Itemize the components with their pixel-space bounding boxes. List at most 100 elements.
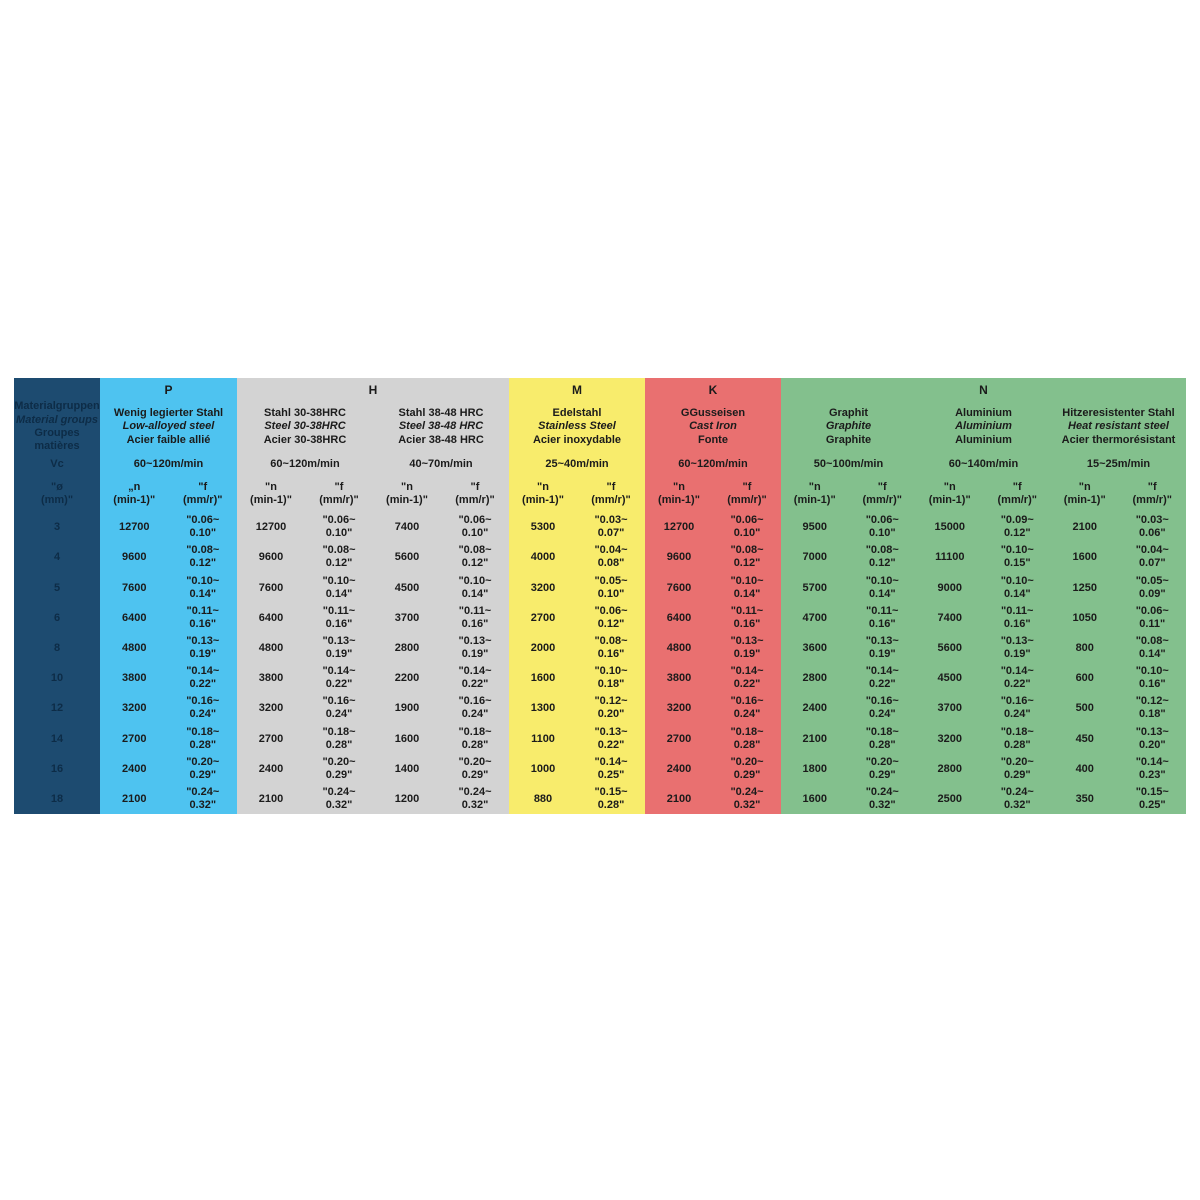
material-name-line: Wenig legierter Stahl: [113, 406, 224, 419]
feed-range-value: "0.10~ 0.15": [1000, 544, 1034, 570]
material-name-line: Steel 30-38HRC: [264, 420, 346, 433]
data-row: 2500 "0.24~ 0.32": [916, 784, 1051, 814]
material-name: Graphit Graphite Graphite: [781, 402, 916, 452]
nf-header: "n (min-1)" "f (mm/r)": [916, 476, 1051, 512]
feed-range-value: "0.14~ 0.22": [186, 665, 220, 691]
material-name-line: Hitzeresistenter Stahl: [1062, 406, 1175, 419]
spindle-speed-value: 7400: [937, 611, 962, 624]
diameter-row: 8: [14, 633, 100, 663]
material-name-line: Graphite: [825, 420, 872, 433]
feed-range-value: "0.12~ 0.20": [594, 695, 628, 721]
data-row: 1900 "0.16~ 0.24": [373, 693, 509, 723]
spindle-speed-value: 2100: [666, 792, 692, 805]
data-row: 4500 "0.14~ 0.22": [916, 663, 1051, 693]
material-name-line: Steel 38-48 HRC: [398, 420, 484, 433]
data-row: 5700 "0.10~ 0.14": [781, 572, 916, 602]
feed-range-value: "0.13~ 0.22": [594, 725, 628, 751]
feed-range-value: "0.09~ 0.12": [1000, 514, 1034, 540]
spindle-speed-value: 350: [1075, 792, 1094, 805]
feed-range-value: "0.10~ 0.14": [322, 574, 356, 600]
cutting-table: Materialgruppen Material groups Groupes ma…: [14, 378, 1186, 814]
cutting-speed: 60~120m/min: [270, 458, 340, 470]
data-row: 6400 "0.11~ 0.16": [645, 603, 781, 633]
data-rows: 12700 "0.06~ 0.10" 9600 "0.08~ 0.12" 7600 "0.…: [100, 512, 237, 814]
feed-range-value: "0.16~ 0.24": [322, 695, 356, 721]
cutting-speed: 60~120m/min: [678, 458, 748, 470]
data-row: 7600 "0.10~ 0.14": [237, 572, 373, 602]
group-columns: GGusseisen Cast Iron Fonte 60~120m/min "n (m…: [645, 402, 781, 814]
feed-range-value: "0.20~ 0.29": [730, 755, 764, 781]
data-row: 3800 "0.14~ 0.22": [100, 663, 237, 693]
feed-range-value: "0.13~ 0.19": [1000, 634, 1034, 660]
spindle-speed-value: 3200: [937, 732, 962, 745]
group-columns: Stahl 30-38HRC Steel 30-38HRC Acier 30-38H…: [237, 402, 509, 814]
feed-range-value: "0.20~ 0.29": [322, 755, 356, 781]
diameter-value: 10: [50, 672, 64, 685]
title-line: Groupes matières: [34, 427, 80, 453]
feed-range-value: "0.24~ 0.32": [865, 785, 899, 811]
spindle-speed-value: 3600: [802, 641, 827, 654]
data-row: 5300 "0.03~ 0.07": [509, 512, 645, 542]
data-row: 4000 "0.04~ 0.08": [509, 542, 645, 572]
spindle-speed-value: 2000: [530, 641, 556, 654]
spindle-speed-value: 15000: [934, 521, 966, 534]
spindle-speed-value: 600: [1075, 672, 1094, 685]
spindle-speed-value: 1600: [530, 672, 556, 685]
diameter-row: 12: [14, 693, 100, 723]
material-name-line: Fonte: [698, 433, 728, 446]
data-row: 2700 "0.06~ 0.12": [509, 603, 645, 633]
spindle-speed-value: 6400: [258, 611, 284, 624]
spindle-speed-value: 5600: [394, 551, 420, 564]
data-row: 3700 "0.11~ 0.16": [373, 603, 509, 633]
spindle-speed-value: 1000: [530, 762, 556, 775]
spindle-speed-value: 3800: [666, 672, 692, 685]
feed-range-value: "0.11~ 0.16": [730, 604, 764, 630]
data-row: 2700 "0.18~ 0.28": [645, 723, 781, 753]
spindle-speed-value: 1600: [394, 732, 420, 745]
feed-range-value: "0.14~ 0.22": [865, 665, 899, 691]
material-name-line: Acier thermorésistant: [1061, 433, 1176, 446]
material-group-m: M Edelstahl Stainless Steel Acier inoxydabl…: [509, 378, 645, 814]
data-row: 4700 "0.11~ 0.16": [781, 603, 916, 633]
feed-range-value: "0.10~ 0.14": [1000, 574, 1034, 600]
spindle-speed-value: 3800: [122, 672, 147, 685]
data-row: 6400 "0.11~ 0.16": [100, 603, 237, 633]
spindle-speed-value: 1600: [802, 792, 827, 805]
data-row: 12700 "0.06~ 0.10": [645, 512, 781, 542]
material-group-h: H Stahl 30-38HRC Steel 30-38HRC Acier 30-38…: [237, 378, 509, 814]
feed-range-value: "0.13~ 0.19": [322, 634, 356, 660]
spindle-speed-value: 9000: [937, 581, 962, 594]
feed-range-value: "0.16~ 0.24": [730, 695, 764, 721]
feed-range-value: "0.24~ 0.32": [322, 785, 356, 811]
spindle-speed-value: 1100: [531, 732, 555, 745]
feed-range-value: "0.10~ 0.16": [1135, 665, 1169, 691]
data-row: 2100 "0.24~ 0.32": [645, 784, 781, 814]
spindle-speed-value: 6400: [666, 611, 692, 624]
f-header: "f (mm/r)": [997, 480, 1037, 506]
feed-range-value: "0.06~ 0.10": [730, 514, 764, 540]
feed-range-value: "0.10~ 0.14": [186, 574, 220, 600]
spindle-speed-value: 5700: [802, 581, 827, 594]
data-row: 1000 "0.14~ 0.25": [509, 754, 645, 784]
diameter-row: 4: [14, 542, 100, 572]
spindle-speed-value: 2100: [258, 792, 284, 805]
spindle-speed-value: 3200: [666, 702, 692, 715]
spindle-speed-value: 3200: [530, 581, 556, 594]
material-group-n: N Graphit Graphite Graphite 50~100m/min "n (m…: [781, 378, 1186, 814]
data-row: 3200 "0.16~ 0.24": [237, 693, 373, 723]
spindle-speed-value: 7600: [122, 581, 147, 594]
diameter-row: 16: [14, 754, 100, 784]
feed-range-value: "0.14~ 0.22": [730, 665, 764, 691]
feed-range-value: "0.05~ 0.10": [594, 574, 628, 600]
material-column: Wenig legierter Stahl Low-alloyed steel Ac…: [100, 402, 237, 814]
data-row: 600 "0.10~ 0.16": [1051, 663, 1186, 693]
feed-range-value: "0.14~ 0.25": [594, 755, 628, 781]
feed-range-value: "0.24~ 0.32": [458, 785, 492, 811]
group-columns: Graphit Graphite Graphite 50~100m/min "n (mi…: [781, 402, 1186, 814]
data-row: 1300 "0.12~ 0.20": [509, 693, 645, 723]
nf-header: "n (min-1)" "f (mm/r)": [1051, 476, 1186, 512]
title-line: Material groups: [16, 413, 98, 426]
spindle-speed-value: 7400: [394, 521, 420, 534]
diameter-row: 18: [14, 784, 100, 814]
data-row: 4500 "0.10~ 0.14": [373, 572, 509, 602]
